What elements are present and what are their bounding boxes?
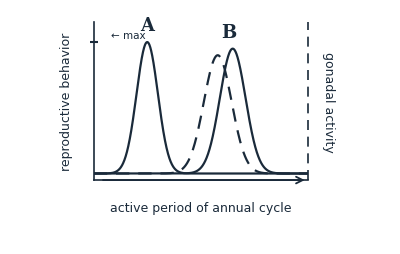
Text: active period of annual cycle: active period of annual cycle <box>110 201 291 214</box>
Text: gonadal activity: gonadal activity <box>322 52 335 152</box>
Text: A: A <box>140 17 154 35</box>
Text: reproductive behavior: reproductive behavior <box>60 33 72 171</box>
Text: B: B <box>221 24 236 42</box>
Text: ← max: ← max <box>111 31 146 41</box>
